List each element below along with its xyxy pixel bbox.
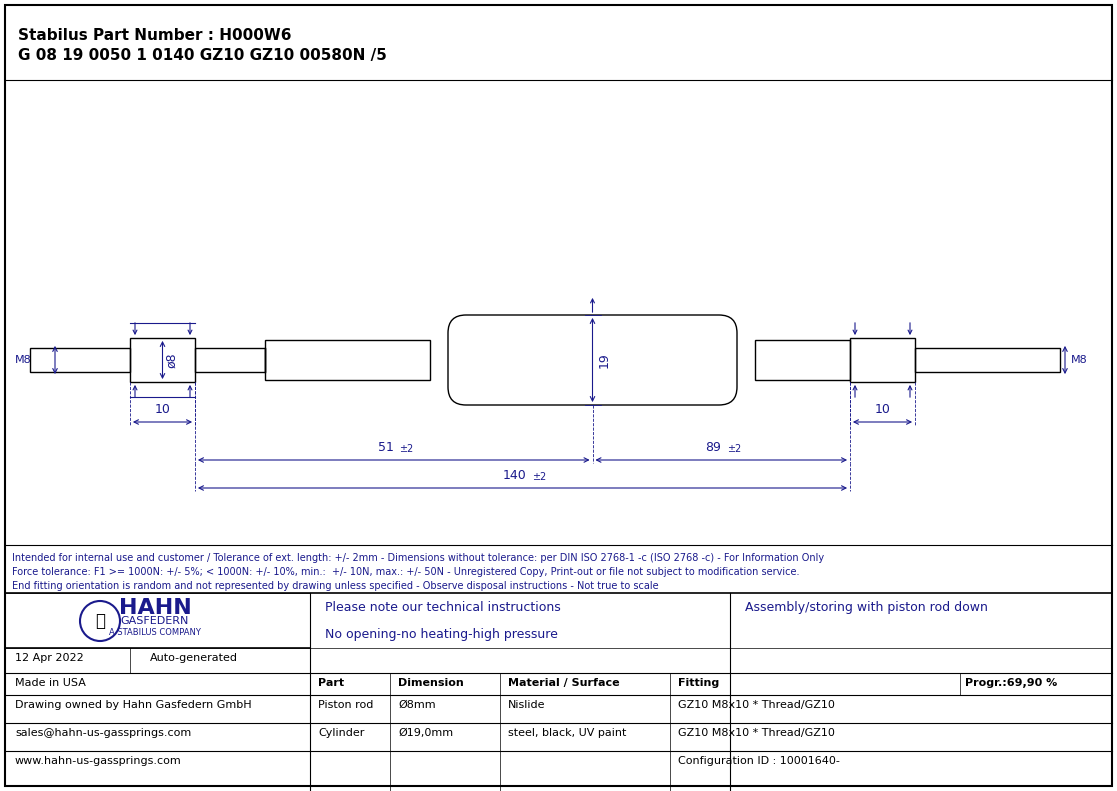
Bar [915, 348, 1060, 372]
Text: G 08 19 0050 1 0140 GZ10 GZ10 00580N /5: G 08 19 0050 1 0140 GZ10 GZ10 00580N /5 [18, 48, 386, 63]
Text: Assembly/storing with piston rod down: Assembly/storing with piston rod down [745, 601, 987, 614]
Text: M8: M8 [1071, 355, 1088, 365]
Text: Please note our technical instructions: Please note our technical instructions [325, 601, 561, 614]
Text: Material / Surface: Material / Surface [508, 678, 620, 688]
Text: No opening-no heating-high pressure: No opening-no heating-high pressure [325, 628, 557, 641]
Text: 12 Apr 2022: 12 Apr 2022 [15, 653, 84, 663]
Text: www.hahn-us-gassprings.com: www.hahn-us-gassprings.com [15, 756, 182, 766]
Text: Stabilus Part Number : H000W6: Stabilus Part Number : H000W6 [18, 28, 292, 43]
Text: Dimension: Dimension [398, 678, 464, 688]
Text: Part: Part [318, 678, 344, 688]
Text: ø8: ø8 [165, 352, 179, 368]
Text: GZ10 M8x10 * Thread/GZ10: GZ10 M8x10 * Thread/GZ10 [678, 728, 834, 738]
Text: 51: 51 [378, 441, 393, 454]
Bar [195, 348, 265, 372]
Bar [850, 338, 915, 382]
Text: sales@hahn-us-gassprings.com: sales@hahn-us-gassprings.com [15, 728, 191, 738]
Bar [4, 593, 311, 648]
Text: 10: 10 [154, 403, 171, 416]
Text: 89: 89 [705, 441, 722, 454]
Text: M8: M8 [15, 355, 31, 365]
Bar [30, 348, 130, 372]
Text: Progr.:69,90 %: Progr.:69,90 % [965, 678, 1058, 688]
Text: Ø19,0mm: Ø19,0mm [398, 728, 454, 738]
Text: Ø8mm: Ø8mm [398, 700, 436, 710]
Text: steel, black, UV paint: steel, black, UV paint [508, 728, 627, 738]
Text: 19: 19 [598, 352, 611, 368]
Text: A STABILUS COMPANY: A STABILUS COMPANY [109, 628, 201, 637]
Bar [265, 340, 430, 380]
Text: Made in USA: Made in USA [15, 678, 86, 688]
Text: Auto-generated: Auto-generated [150, 653, 238, 663]
Text: 140: 140 [503, 469, 526, 482]
Text: 🔵: 🔵 [95, 612, 105, 630]
Text: GZ10 M8x10 * Thread/GZ10: GZ10 M8x10 * Thread/GZ10 [678, 700, 834, 710]
Text: ±2: ±2 [533, 472, 546, 482]
Text: Fitting: Fitting [678, 678, 719, 688]
Text: Configuration ID : 10001640-: Configuration ID : 10001640- [678, 756, 840, 766]
Text: ±2: ±2 [727, 444, 742, 454]
Text: Intended for internal use and customer / Tolerance of ext. length: +/- 2mm - Dim: Intended for internal use and customer /… [12, 553, 824, 563]
Text: Drawing owned by Hahn Gasfedern GmbH: Drawing owned by Hahn Gasfedern GmbH [15, 700, 251, 710]
Text: Cylinder: Cylinder [318, 728, 364, 738]
Text: End fitting orientation is random and not represented by drawing unless specifie: End fitting orientation is random and no… [12, 581, 659, 591]
Bar [130, 338, 195, 382]
Text: GASFEDERN: GASFEDERN [121, 616, 189, 626]
Text: ±2: ±2 [399, 444, 413, 454]
Text: HAHN: HAHN [118, 598, 191, 618]
Text: Piston rod: Piston rod [318, 700, 373, 710]
Text: Nislide: Nislide [508, 700, 545, 710]
Bar [755, 340, 850, 380]
Text: Force tolerance: F1 >= 1000N: +/- 5%; < 1000N: +/- 10%, min.:  +/- 10N, max.: +/: Force tolerance: F1 >= 1000N: +/- 5%; < … [12, 567, 800, 577]
Text: 10: 10 [875, 403, 890, 416]
